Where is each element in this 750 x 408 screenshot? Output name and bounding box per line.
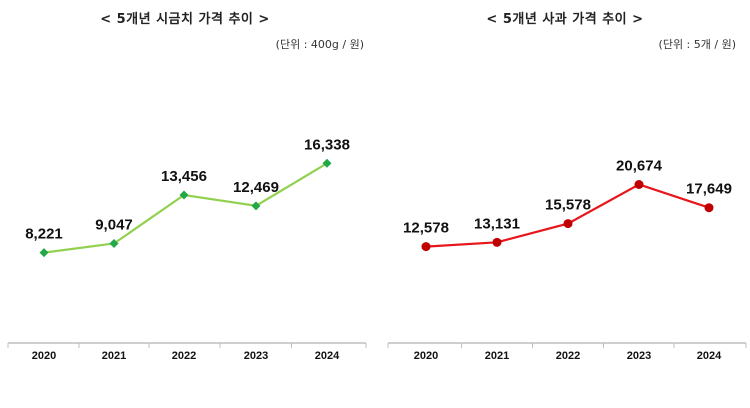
spinach-data-point bbox=[179, 190, 189, 200]
spinach-data-point bbox=[109, 238, 119, 248]
spinach-data-label: 9,047 bbox=[95, 216, 133, 233]
spinach-data-label: 8,221 bbox=[25, 226, 63, 243]
apple-data-point bbox=[634, 179, 644, 189]
apple-chart-panel: < 5개년 사과 가격 추이 > (단위 : 5개 / 원) 12,578 202… bbox=[380, 0, 750, 408]
spinach-x-tick-label: 2020 bbox=[32, 350, 56, 362]
spinach-chart-panel: < 5개년 시금치 가격 추이 > (단위 : 400g / 원) 8,221 2… bbox=[0, 0, 370, 408]
apple-data-point bbox=[492, 237, 502, 247]
apple-data-label: 15,578 bbox=[545, 197, 591, 214]
apple-x-tick-label: 2020 bbox=[414, 350, 438, 362]
spinach-data-label: 16,338 bbox=[304, 136, 350, 153]
spinach-x-tick-label: 2023 bbox=[244, 350, 268, 362]
apple-data-point bbox=[704, 203, 714, 213]
spinach-x-tick-label: 2022 bbox=[172, 350, 196, 362]
spinach-chart-unit: (단위 : 400g / 원) bbox=[275, 38, 364, 51]
apple-data-label: 20,674 bbox=[616, 157, 663, 174]
spinach-x-tick-label: 2024 bbox=[315, 350, 340, 362]
apple-data-point bbox=[563, 219, 573, 229]
spinach-data-label: 12,469 bbox=[233, 179, 279, 196]
spinach-data-point bbox=[322, 158, 332, 168]
spinach-data-label: 13,456 bbox=[161, 168, 207, 185]
spinach-data-point bbox=[39, 248, 49, 258]
spinach-price-line-chart: 8,221 2020 9,047 2021 13,456 2022 12,469 2023 16… bbox=[7, 136, 367, 362]
spinach-x-tick-label: 2021 bbox=[102, 350, 126, 362]
apple-x-tick-label: 2021 bbox=[485, 350, 509, 362]
apple-data-label: 12,578 bbox=[403, 220, 449, 237]
apple-data-label: 17,649 bbox=[686, 181, 732, 198]
apple-x-tick-label: 2022 bbox=[556, 350, 580, 362]
apple-price-line-chart: 12,578 2020 13,131 2021 15,578 2022 20,674 2023… bbox=[387, 157, 747, 362]
apple-chart-unit: (단위 : 5개 / 원) bbox=[658, 38, 736, 51]
apple-chart-title: < 5개년 사과 가격 추이 > bbox=[486, 12, 644, 27]
spinach-data-point bbox=[251, 201, 261, 211]
apple-x-tick-label: 2023 bbox=[627, 350, 651, 362]
apple-data-label: 13,131 bbox=[474, 215, 520, 232]
spinach-chart-title: < 5개년 시금치 가격 추이 > bbox=[100, 12, 270, 27]
apple-data-point bbox=[421, 242, 431, 252]
apple-x-tick-label: 2024 bbox=[697, 350, 722, 362]
apple-series-line bbox=[425, 183, 710, 248]
